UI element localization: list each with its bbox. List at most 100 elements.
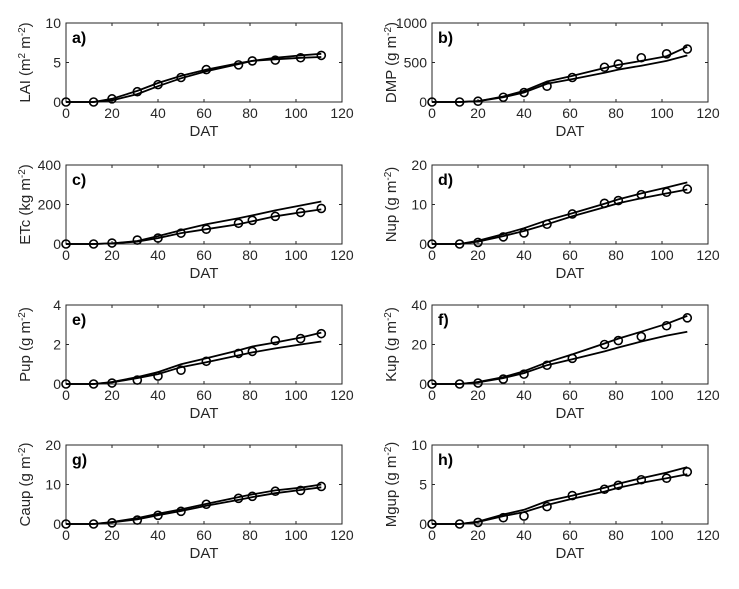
observed-point [61,519,71,529]
series-line-2 [432,188,688,245]
observed-point [613,59,624,69]
x-tick-label: 40 [150,387,166,403]
x-tick-label: 100 [650,527,674,543]
observed-point [519,511,529,521]
x-tick-label: 80 [242,247,258,263]
x-tick-label: 120 [330,105,354,121]
observed-point [567,209,578,219]
chart-panel-e: 0 20 40 60 80 100 120 0 2 4 DAT Pup (g m-2) e) [17,297,354,422]
y-tick-label: 0 [419,376,427,392]
observed-point [107,94,117,104]
x-tick-label: 0 [62,387,70,403]
y-tick-label: 2 [53,337,61,353]
x-tick-label: 60 [562,247,578,263]
x-tick-label: 40 [516,527,532,543]
x-tick-label: 20 [104,247,120,263]
observed-point [233,60,244,70]
x-tick-label: 0 [428,387,436,403]
y-tick-label: 10 [45,477,61,493]
observed-point [473,517,483,528]
y-tick-label: 5 [419,477,427,493]
y-tick-label: 20 [411,157,427,173]
series-line-1 [66,331,322,385]
observed-point [88,379,99,389]
chart-panel-d: 0 20 40 60 80 100 120 0 10 20 DAT Nup (g m-2) d) [383,157,720,282]
observed-point [88,519,99,529]
y-axis-label: DMP (g m-2) [383,22,401,103]
observed-point [295,333,306,344]
plot-frame [431,22,709,103]
x-tick-label: 120 [696,387,720,403]
observed-point [316,203,327,214]
observed-point [636,52,647,63]
y-tick-label: 10 [45,15,61,31]
series-line-2 [66,486,322,525]
x-axis-label: DAT [556,123,585,140]
observed-point [519,369,529,379]
observed-point [636,189,647,200]
observed-point [201,64,212,75]
y-tick-label: 0 [419,516,427,532]
observed-point [567,353,578,364]
observed-point [295,485,306,496]
y-tick-label: 0 [53,236,61,252]
x-tick-label: 0 [428,247,436,263]
panel-label: g) [72,452,87,469]
observed-point [519,87,529,98]
chart-panel-c: 0 20 40 60 80 100 120 0 200 400 DAT ETc (kg m-2) c) [17,157,354,282]
observed-point [61,97,71,107]
x-tick-label: 120 [696,247,720,263]
observed-point [498,512,509,523]
x-tick-label: 100 [284,247,308,263]
x-tick-label: 80 [608,105,624,121]
observed-point [153,371,163,381]
x-tick-label: 60 [562,105,578,121]
observed-point [454,379,465,389]
x-tick-label: 20 [470,527,486,543]
x-tick-label: 40 [150,247,166,263]
y-tick-label: 0 [419,236,427,252]
observed-point [107,238,117,248]
y-tick-label: 5 [53,55,61,71]
x-tick-label: 0 [62,527,70,543]
x-tick-label: 100 [284,105,308,121]
x-tick-label: 100 [650,105,674,121]
series-line-1 [66,483,322,525]
x-tick-label: 20 [470,105,486,121]
x-axis-label: DAT [190,123,219,140]
observed-point [270,335,281,346]
observed-point [88,239,99,249]
observed-point [473,378,483,388]
x-axis-label: DAT [190,545,219,562]
plot-frame [431,304,709,385]
observed-point [233,348,244,359]
series-line-2 [432,330,688,385]
y-tick-label: 500 [404,55,428,71]
observed-point [88,97,99,107]
observed-point [176,365,186,375]
x-tick-label: 100 [650,247,674,263]
observed-point [498,92,509,103]
panel-label: h) [438,452,453,469]
x-tick-label: 20 [470,247,486,263]
series-line-2 [432,54,688,103]
observed-point [542,501,552,512]
series-line-2 [66,340,322,385]
observed-point [295,207,306,218]
panel-label: e) [72,312,86,329]
x-axis-label: DAT [190,405,219,422]
series-line-2 [432,473,688,525]
observed-point [247,56,258,66]
y-tick-label: 4 [53,297,61,313]
y-tick-label: 10 [411,437,427,453]
observed-point [247,346,258,357]
observed-point [233,493,244,504]
observed-point [176,228,186,238]
chart-panel-a: 0 20 40 60 80 100 120 0 5 10 DAT LAI (m2 m-2) a) [17,15,354,140]
x-tick-label: 20 [470,387,486,403]
chart-panel-f: 0 20 40 60 80 100 120 0 20 40 DAT Kup (g m-2) f) [383,297,720,422]
series-line-2 [66,56,322,103]
x-tick-label: 100 [284,387,308,403]
observed-point [247,491,258,502]
